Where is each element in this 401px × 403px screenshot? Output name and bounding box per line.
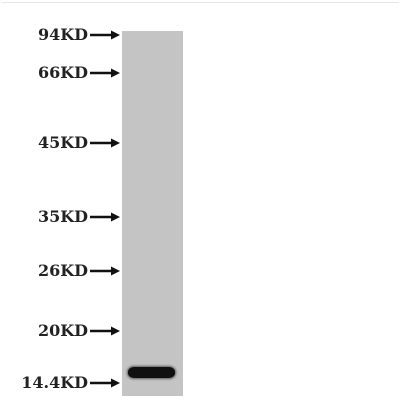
marker-35kd: 35KD	[0, 207, 122, 227]
arrow-right-icon	[90, 68, 120, 78]
marker-26kd: 26KD	[0, 261, 122, 281]
marker-label: 35KD	[37, 207, 88, 226]
marker-14-4kd: 14.4KD	[0, 373, 122, 393]
marker-label: 14.4KD	[21, 373, 88, 392]
arrow-right-icon	[90, 212, 120, 222]
top-border-line	[2, 2, 399, 3]
marker-label: 20KD	[37, 321, 88, 340]
marker-label: 45KD	[37, 133, 88, 152]
arrow-right-icon	[90, 138, 120, 148]
marker-label: 66KD	[37, 63, 88, 82]
marker-label: 94KD	[37, 25, 88, 44]
marker-66kd: 66KD	[0, 63, 122, 83]
arrow-right-icon	[90, 378, 120, 388]
marker-label: 26KD	[37, 261, 88, 280]
arrow-right-icon	[90, 266, 120, 276]
blot-lane	[122, 31, 183, 396]
marker-94kd: 94KD	[0, 25, 122, 45]
marker-45kd: 45KD	[0, 133, 122, 153]
marker-20kd: 20KD	[0, 321, 122, 341]
arrow-right-icon	[90, 326, 120, 336]
protein-band	[128, 367, 175, 378]
arrow-right-icon	[90, 30, 120, 40]
